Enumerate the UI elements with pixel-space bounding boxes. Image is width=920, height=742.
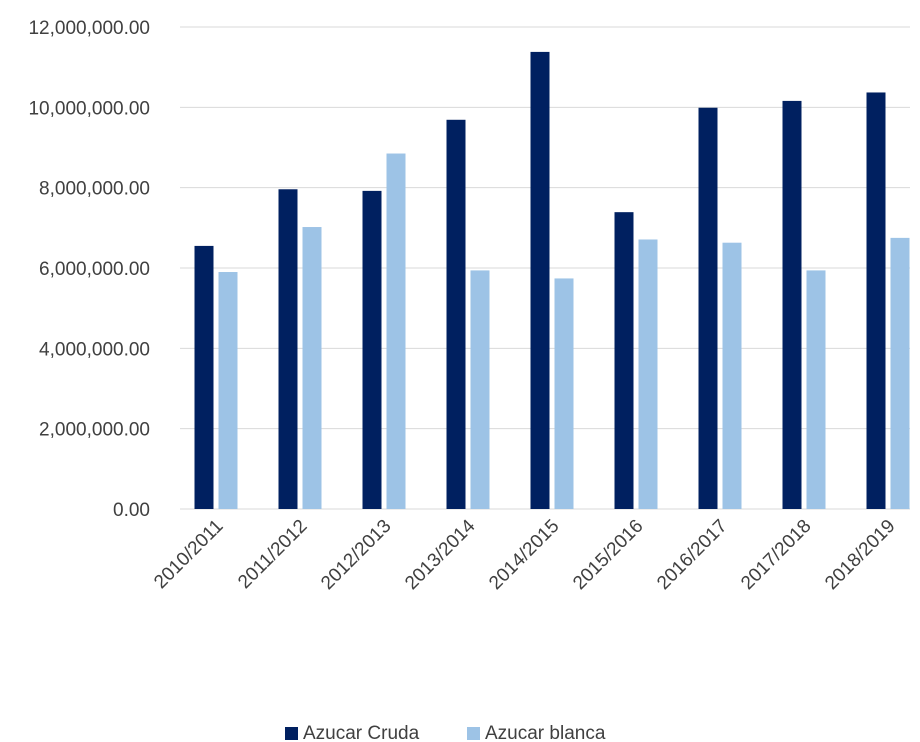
bar-azucar-cruda-2016-2017: [698, 107, 718, 510]
x-tick-label: 2016/2017: [653, 516, 731, 594]
x-tick-label: 2011/2012: [234, 516, 311, 593]
bar-azucar-blanca-2015-2016: [638, 239, 658, 509]
y-tick-label: 12,000,000.00: [28, 18, 150, 39]
bar-azucar-blanca-2013-2014: [470, 270, 490, 509]
x-tick-label: 2014/2015: [485, 516, 563, 594]
legend-label-azucar-cruda: Azucar Cruda: [303, 723, 420, 742]
bar-azucar-cruda-2014-2015: [530, 51, 550, 510]
x-tick-label: 2017/2018: [737, 516, 815, 594]
bar-azucar-blanca-2014-2015: [554, 278, 574, 509]
bar-azucar-cruda-2011-2012: [278, 189, 298, 510]
bar-azucar-cruda-2010-2011: [194, 245, 214, 510]
y-tick-label: 6,000,000.00: [39, 259, 150, 280]
x-axis-tick-labels: 2010/2011 2011/2012 2012/2013 2013/2014 2014…: [150, 515, 899, 594]
bar-azucar-blanca-2016-2017: [722, 242, 742, 509]
bar-azucar-cruda-2013-2014: [446, 119, 466, 509]
y-tick-label: 2,000,000.00: [39, 420, 150, 441]
y-tick-label: 10,000,000.00: [28, 98, 150, 119]
legend-label-azucar-blanca: Azucar blanca: [485, 723, 606, 742]
bars: [194, 51, 910, 510]
y-tick-label: 4,000,000.00: [39, 339, 150, 360]
legend: Azucar Cruda Azucar blanca: [285, 723, 606, 742]
x-tick-label: 2013/2014: [401, 515, 480, 594]
bar-azucar-cruda-2015-2016: [614, 212, 634, 509]
bar-azucar-blanca-2010-2011: [218, 272, 238, 509]
bar-azucar-cruda-2017-2018: [782, 100, 802, 509]
bar-azucar-blanca-2018-2019: [890, 237, 910, 509]
x-tick-label: 2012/2013: [317, 516, 395, 594]
legend-swatch-azucar-cruda: [285, 727, 298, 740]
x-tick-label: 2015/2016: [569, 516, 647, 594]
bar-azucar-blanca-2017-2018: [806, 270, 826, 509]
bar-azucar-cruda-2018-2019: [866, 92, 886, 509]
y-tick-label: 0.00: [113, 500, 150, 521]
legend-swatch-azucar-blanca: [467, 727, 480, 740]
y-tick-label: 8,000,000.00: [39, 179, 150, 200]
bar-azucar-blanca-2012-2013: [386, 153, 406, 509]
x-tick-label: 2010/2011: [150, 516, 227, 593]
bar-azucar-blanca-2011-2012: [302, 227, 322, 509]
x-tick-label: 2018/2019: [821, 516, 899, 594]
bar-azucar-cruda-2012-2013: [362, 190, 382, 509]
y-axis-tick-labels: 0.00 2,000,000.00 4,000,000.00 6,000,000.00…: [28, 18, 150, 521]
